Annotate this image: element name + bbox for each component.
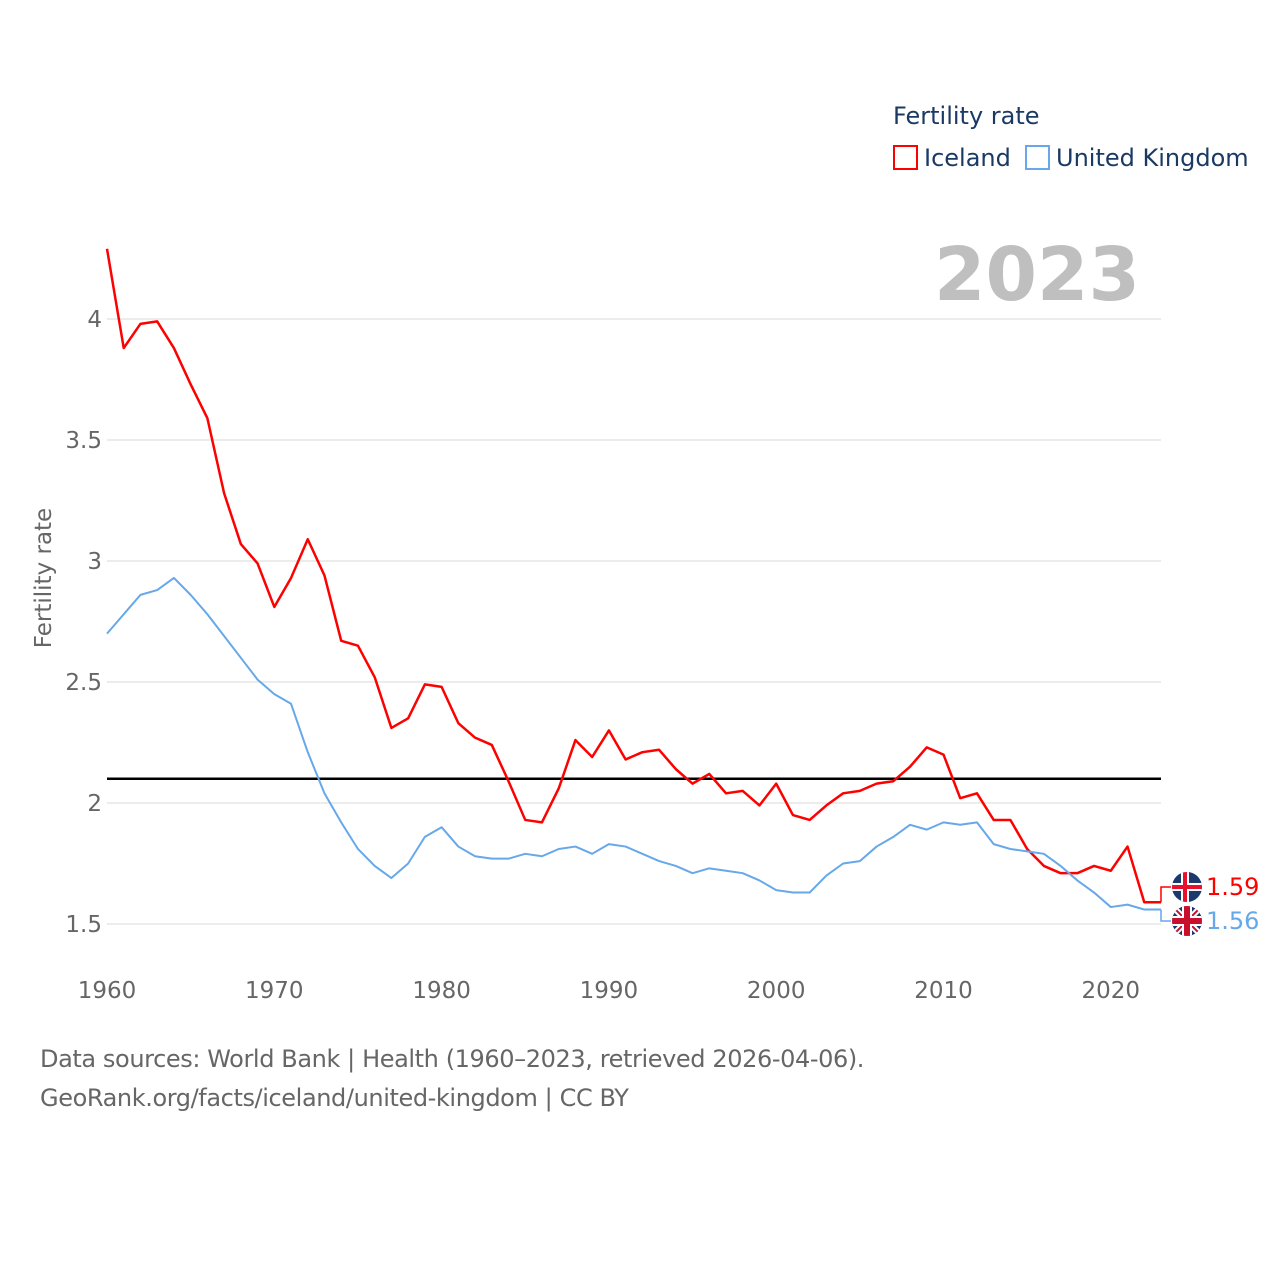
- flag-cross-red: [1183, 872, 1187, 902]
- gridlines: [107, 318, 1161, 925]
- x-tick-label: 2000: [747, 978, 806, 1004]
- x-tick-label: 1990: [580, 978, 639, 1004]
- x-tick-label: 1980: [412, 978, 471, 1004]
- leader-line: [1160, 886, 1171, 903]
- x-axis-ticks: 1960 1970 1980 1990 2000 2010 2020: [78, 978, 1140, 1004]
- flag-body: [1172, 872, 1202, 902]
- y-tick-label: 2: [87, 791, 102, 817]
- iceland-flag-icon: [1172, 872, 1202, 902]
- legend-swatch-iceland: [893, 145, 918, 170]
- x-tick-label: 1970: [245, 978, 304, 1004]
- y-tick-label: 3.5: [65, 428, 102, 454]
- legend-swatch-united-kingdom: [1025, 145, 1050, 170]
- legend-item-iceland[interactable]: Iceland: [893, 144, 1011, 172]
- y-tick-label: 3: [87, 549, 102, 575]
- x-tick-label: 1960: [78, 978, 137, 1004]
- legend-label-united-kingdom: United Kingdom: [1056, 144, 1249, 172]
- x-tick-label: 2010: [914, 978, 973, 1004]
- flag-cross-red: [1184, 906, 1190, 936]
- y-axis-label: Fertility rate: [31, 508, 57, 648]
- y-tick-label: 1.5: [65, 912, 102, 938]
- legend-item-united-kingdom[interactable]: United Kingdom: [1025, 144, 1249, 172]
- uk-flag-icon: [1172, 906, 1202, 936]
- flag-body: [1172, 906, 1202, 936]
- end-value-label: 1.59: [1206, 873, 1259, 901]
- series-line-united-kingdom: [106, 576, 1161, 911]
- end-labels: 1.59 1.56: [1160, 872, 1259, 936]
- line-chart: 1.5 2 2.5 3 3.5 4 1960 1970 1980 1990 2000 2010 202…: [31, 102, 1259, 1004]
- legend-title: Fertility rate: [893, 102, 1040, 130]
- end-value-label: 1.56: [1206, 907, 1259, 935]
- footer-source: Data sources: World Bank | Health (1960–…: [40, 1045, 865, 1073]
- y-tick-label: 4: [87, 307, 102, 333]
- y-axis-ticks: 1.5 2 2.5 3 3.5 4: [65, 307, 102, 938]
- leader-line: [1160, 909, 1171, 922]
- y-tick-label: 2.5: [65, 670, 102, 696]
- footer-link[interactable]: GeoRank.org/facts/iceland/united-kingdom…: [40, 1084, 629, 1112]
- series-lines: [105, 248, 1161, 911]
- series-line-iceland: [105, 248, 1161, 904]
- x-tick-label: 2020: [1082, 978, 1141, 1004]
- year-watermark: 2023: [934, 232, 1140, 318]
- legend-label-iceland: Iceland: [924, 144, 1011, 172]
